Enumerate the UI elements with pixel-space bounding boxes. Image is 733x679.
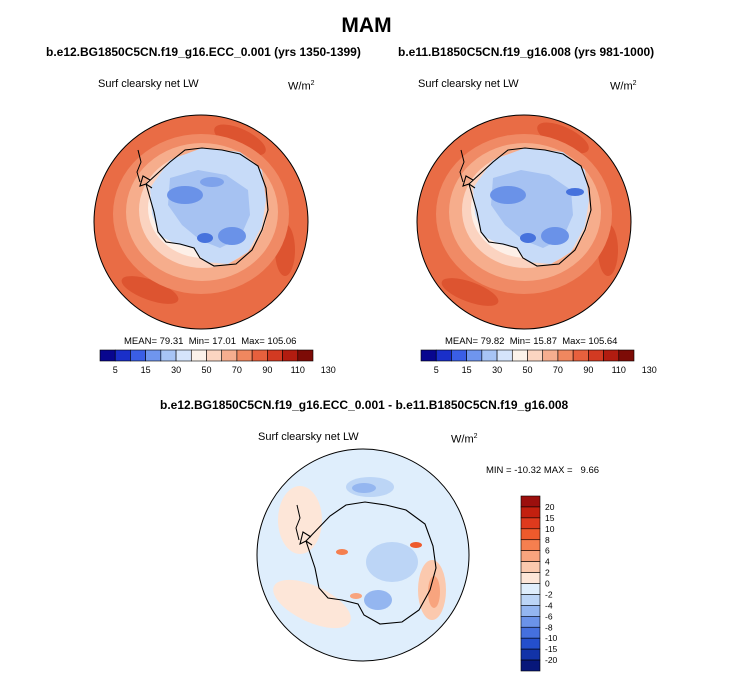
panel2-colorbar-tick-label: 70: [553, 365, 563, 375]
panel1-colorbar-tick-label: 110: [291, 365, 305, 375]
panel1-colorbar-swatch-6: [190, 349, 207, 362]
panel3-colorbar-swatch-6: [520, 561, 541, 573]
panel3-colorbar-tick-label: -15: [545, 644, 558, 654]
panel2-colorbar-tick-label: 50: [522, 365, 532, 375]
panel2-colorbar-swatch-7: [527, 349, 544, 362]
panel2-colorbar-tick-label: 130: [642, 365, 657, 375]
panel3-colorbar-tick-label: 0: [545, 579, 550, 589]
panel2-colorbar-tick-label: 5: [434, 365, 439, 375]
panel3-colorbar-tick-label: 10: [545, 524, 555, 534]
panel1-stats: MEAN= 79.31 Min= 17.01 Max= 105.06: [124, 336, 297, 347]
panel2-colorbar-swatch-10: [572, 349, 589, 362]
panel3-map-border: [256, 448, 470, 662]
panel2-colorbar-swatch-0: [420, 349, 437, 362]
panel3-colorbar-swatch-7: [520, 572, 541, 584]
panel3-colorbar-tick-label: 6: [545, 546, 550, 556]
panel3-colorbar-tick-label: 20: [545, 502, 555, 512]
panel1-colorbar-swatch-12: [282, 349, 299, 362]
panel3-colorbar-tick-label: 2: [545, 568, 550, 578]
panel3-colorbar-swatch-12: [520, 626, 541, 639]
panel3-colorbar-swatch-1: [520, 506, 541, 519]
panel3-colorbar-swatch-14: [520, 648, 541, 661]
panel3-colorbar-swatch-10: [520, 605, 541, 617]
panel2-colorbar-swatch-5: [496, 349, 513, 362]
panel2-colorbar-swatch-11: [588, 349, 604, 362]
panel1-variable-label: Surf clearsky net LW: [98, 78, 199, 90]
panel2-map-border: [416, 114, 632, 330]
panel2-colorbar: 5 15 30 50 70 90 110 130: [420, 349, 657, 375]
panel1-units: W/m2: [288, 80, 315, 93]
panel3-colorbar-swatch-3: [520, 528, 541, 541]
panel2-colorbar-swatch-2: [451, 349, 467, 362]
panel1-colorbar-swatch-7: [206, 349, 223, 362]
panel3-colorbar-swatch-4: [520, 539, 541, 551]
panel1-colorbar-tick-label: 90: [262, 365, 272, 375]
panel2-case-title: b.e11.B1850C5CN.f19_g16.008 (yrs 981-100…: [398, 45, 655, 59]
panel1-colorbar-swatch-3: [145, 349, 162, 362]
panel3-colorbar-tick-label: 15: [545, 513, 555, 523]
panel2-colorbar-tick-label: 15: [462, 365, 472, 375]
panel3-colorbar-swatch-8: [520, 583, 541, 595]
panel3-colorbar-tick-label: -4: [545, 600, 553, 610]
panel2-colorbar-swatch-12: [603, 349, 620, 362]
panel1-colorbar-tick-label: 15: [141, 365, 151, 375]
panel2-colorbar-swatch-9: [557, 349, 574, 362]
panel1-colorbar-swatch-5: [175, 349, 192, 362]
panel1-colorbar-swatch-4: [160, 349, 177, 362]
panel2-colorbar-swatch-8: [542, 349, 559, 362]
panel2-variable-label: Surf clearsky net LW: [418, 78, 519, 90]
panel3-colorbar-swatch-0: [520, 495, 541, 508]
panel3-colorbar-swatch-15: [520, 659, 541, 672]
figure-title: MAM: [341, 14, 392, 37]
panel1-colorbar-swatch-0: [99, 349, 116, 362]
panel2-colorbar-tick-label: 90: [583, 365, 593, 375]
panel2-polar-map: [417, 115, 631, 329]
panel1-colorbar-swatch-10: [251, 349, 268, 362]
panel1-colorbar-swatch-11: [267, 349, 283, 362]
panel1-colorbar-swatch-8: [221, 349, 238, 362]
panel3-colorbar-tick-label: -2: [545, 589, 553, 599]
panel2-colorbar-swatch-13: [618, 349, 635, 362]
panel3-colorbar-tick-label: 4: [545, 557, 550, 567]
panel1-case-title: b.e12.BG1850C5CN.f19_g16.ECC_0.001 (yrs …: [46, 45, 361, 59]
panel1-colorbar-swatch-2: [130, 349, 146, 362]
panel2-colorbar-swatch-3: [466, 349, 483, 362]
panel1-colorbar-tick-label: 130: [321, 365, 336, 375]
panel3-colorbar-tick-label: -10: [545, 633, 558, 643]
panel3-polar-map: [257, 449, 469, 661]
panel1-map-border: [93, 114, 309, 330]
panel2-units: W/m2: [610, 80, 637, 93]
panel3-units: W/m2: [451, 433, 478, 446]
panel2-colorbar-tick-label: 110: [612, 365, 626, 375]
panel3-colorbar-swatch-11: [520, 616, 541, 628]
panel3-colorbar-tick-label: -6: [545, 611, 553, 621]
panel3-colorbar-tick-label: -8: [545, 622, 553, 632]
panel1-colorbar-tick-label: 5: [113, 365, 118, 375]
panel2-stats: MEAN= 79.82 Min= 15.87 Max= 105.64: [445, 336, 618, 347]
panel1-colorbar: 5 15 30 50 70 90 110 130: [99, 349, 336, 375]
panel2-colorbar-tick-label: 30: [492, 365, 502, 375]
panel1-polar-map: [94, 115, 308, 329]
panel3-stats: MIN = -10.32 MAX = 9.66: [486, 465, 600, 476]
panel3-variable-label: Surf clearsky net LW: [258, 431, 359, 443]
panel3-colorbar-tick-label: -20: [545, 655, 558, 665]
panel1-colorbar-swatch-13: [297, 349, 314, 362]
panel3-colorbar-swatch-2: [520, 517, 541, 530]
panel2-colorbar-swatch-4: [481, 349, 498, 362]
panel1-colorbar-swatch-9: [236, 349, 253, 362]
panel2-colorbar-swatch-1: [435, 349, 452, 362]
panel1-colorbar-tick-label: 50: [201, 365, 211, 375]
panel3-case-title: b.e12.BG1850C5CN.f19_g16.ECC_0.001 - b.e…: [160, 398, 569, 412]
panel3-colorbar-swatch-9: [520, 594, 541, 606]
panel2-colorbar-swatch-6: [511, 349, 528, 362]
panel3-colorbar-swatch-5: [520, 550, 541, 562]
panel3-colorbar-swatch-13: [520, 637, 541, 650]
panel1-colorbar-swatch-1: [114, 349, 131, 362]
panel1-colorbar-tick-label: 30: [171, 365, 181, 375]
panel1-colorbar-tick-label: 70: [232, 365, 242, 375]
panel3-colorbar-tick-label: 8: [545, 535, 550, 545]
